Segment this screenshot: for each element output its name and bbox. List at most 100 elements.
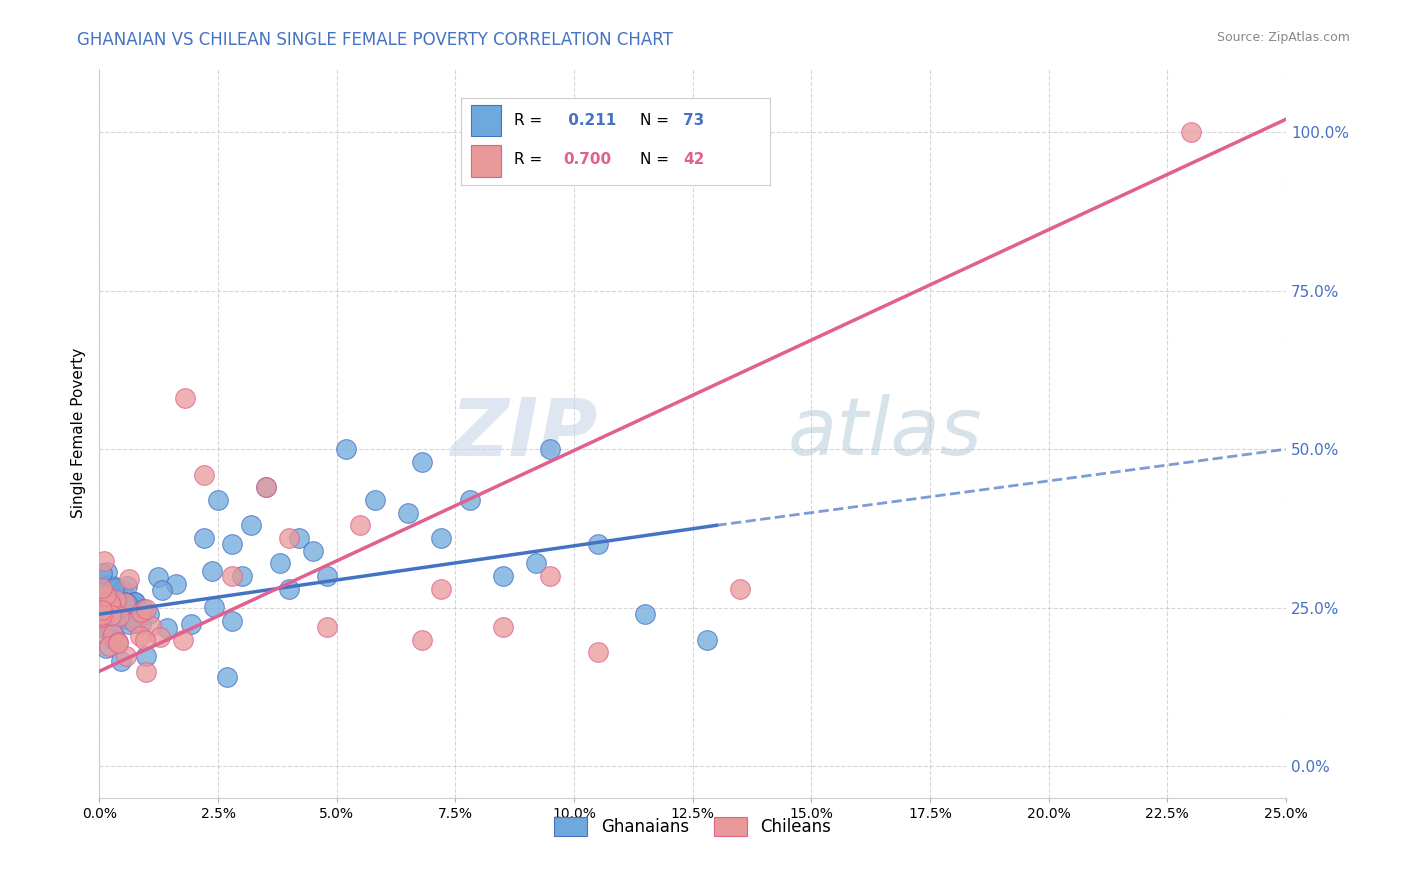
Point: [96, 591, 118, 605]
Point: [101, 626, 124, 640]
Point: [105, 592, 128, 607]
Point: [269, 557, 291, 571]
Point: [458, 492, 481, 507]
Point: [93, 609, 115, 624]
Point: [122, 595, 145, 609]
Point: [103, 581, 125, 595]
Point: [91, 611, 114, 625]
Point: [124, 616, 146, 631]
Point: [193, 467, 215, 482]
Point: [117, 596, 139, 610]
Point: [103, 601, 125, 615]
Point: [90, 620, 112, 634]
Point: [492, 569, 515, 583]
Point: [430, 531, 453, 545]
Point: [110, 654, 132, 668]
Point: [118, 617, 141, 632]
Point: [524, 557, 547, 571]
Point: [117, 612, 139, 626]
Point: [110, 596, 132, 610]
Point: [90, 603, 112, 617]
Point: [396, 506, 419, 520]
Point: [94, 622, 117, 636]
Point: [193, 531, 215, 545]
Point: [107, 635, 129, 649]
Point: [254, 480, 277, 494]
Point: [97, 639, 120, 653]
Point: [114, 595, 136, 609]
Point: [90, 610, 112, 624]
Y-axis label: Single Female Poverty: Single Female Poverty: [72, 348, 86, 518]
Point: [302, 543, 325, 558]
Point: [135, 665, 157, 679]
Point: [492, 620, 515, 634]
Point: [94, 588, 117, 602]
Point: [349, 518, 371, 533]
Point: [696, 632, 718, 647]
Point: [634, 607, 657, 622]
Point: [129, 629, 152, 643]
Point: [150, 583, 173, 598]
Point: [156, 621, 179, 635]
Point: [129, 616, 152, 631]
Point: [411, 455, 433, 469]
Point: [538, 442, 561, 457]
Point: [96, 578, 118, 592]
Point: [90, 615, 112, 630]
Point: [132, 601, 155, 615]
Point: [100, 596, 122, 610]
Point: [586, 645, 609, 659]
Point: [124, 595, 146, 609]
Point: [278, 582, 301, 596]
Point: [135, 602, 157, 616]
Point: [335, 442, 357, 457]
Text: GHANAIAN VS CHILEAN SINGLE FEMALE POVERTY CORRELATION CHART: GHANAIAN VS CHILEAN SINGLE FEMALE POVERT…: [77, 31, 673, 49]
Point: [122, 612, 145, 626]
Point: [108, 608, 131, 623]
Point: [287, 531, 309, 545]
Point: [316, 569, 339, 583]
Point: [240, 518, 263, 533]
Point: [115, 578, 138, 592]
Point: [316, 620, 339, 634]
Point: [221, 537, 243, 551]
Point: [93, 554, 115, 568]
Point: [90, 581, 112, 595]
Point: [202, 599, 225, 614]
Point: [97, 606, 120, 620]
Point: [105, 585, 128, 599]
Point: [207, 492, 229, 507]
Point: [430, 582, 453, 596]
Point: [114, 648, 136, 663]
Point: [101, 632, 124, 646]
Point: [111, 583, 134, 598]
Point: [165, 577, 187, 591]
Point: [105, 634, 128, 648]
Point: [231, 569, 253, 583]
Point: [118, 572, 141, 586]
Point: [124, 595, 146, 609]
Point: [96, 580, 118, 594]
Point: [411, 632, 433, 647]
Point: [538, 569, 561, 583]
Point: [114, 596, 136, 610]
Point: [90, 566, 112, 581]
Point: [100, 624, 122, 639]
Point: [138, 607, 160, 621]
Point: [97, 589, 120, 603]
Point: [129, 605, 152, 619]
Point: [96, 565, 118, 579]
Point: [139, 619, 162, 633]
Point: [173, 392, 195, 406]
Point: [728, 582, 751, 596]
Point: [100, 607, 122, 622]
Point: [101, 579, 124, 593]
Point: [107, 636, 129, 650]
Text: atlas: atlas: [787, 394, 983, 473]
Point: [172, 632, 194, 647]
Text: ZIP: ZIP: [450, 394, 598, 473]
Point: [1180, 125, 1202, 139]
Point: [180, 617, 202, 632]
Point: [122, 615, 145, 630]
Point: [217, 670, 239, 684]
